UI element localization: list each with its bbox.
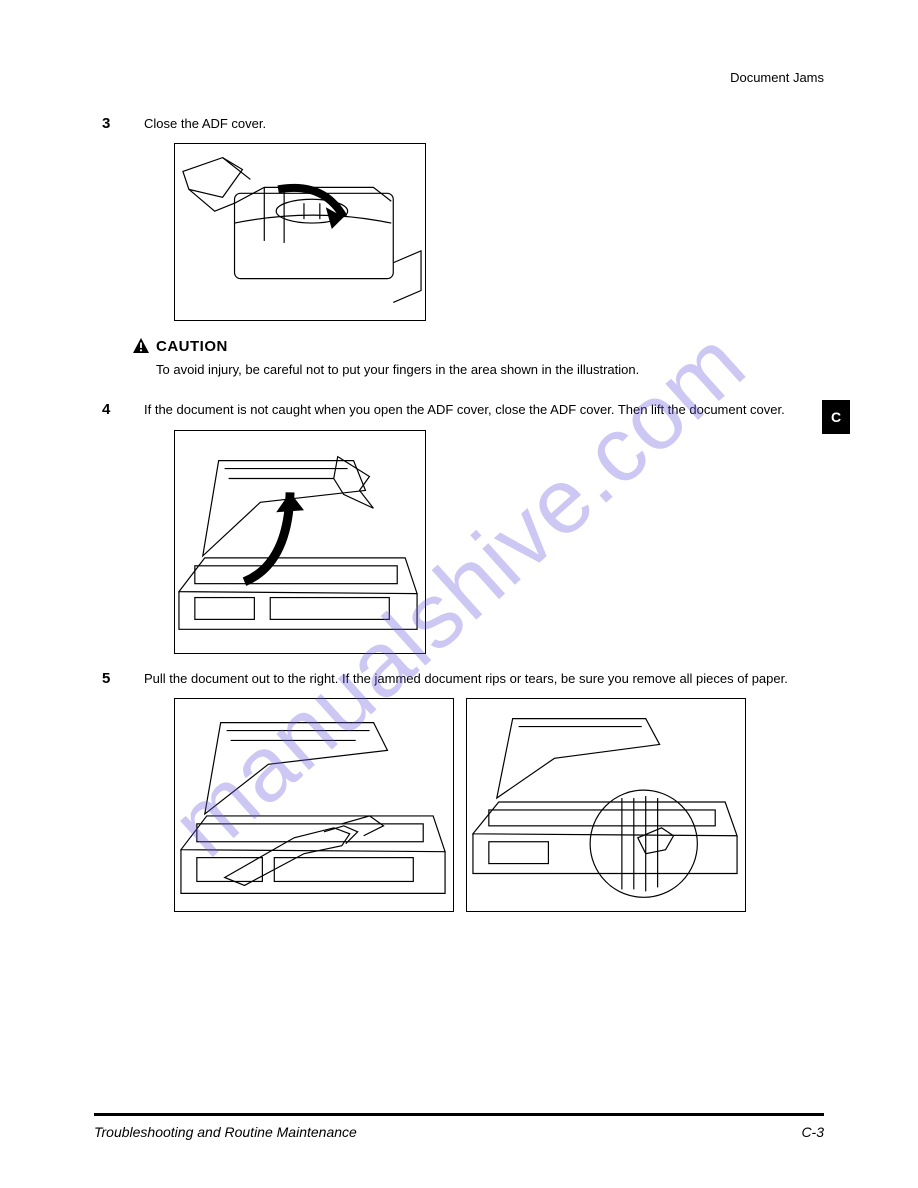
- figure-2-wrap: [174, 430, 824, 654]
- page-number: C-3: [801, 1124, 824, 1140]
- section-tab: C: [822, 400, 850, 434]
- step-3: 3 Close the ADF cover.: [94, 115, 824, 133]
- step-number: 4: [94, 401, 144, 418]
- step-5: 5 Pull the document out to the right. If…: [94, 670, 824, 688]
- caution-title: CAUTION: [156, 338, 228, 355]
- page-container: Document Jams 3 Close the ADF cover.: [0, 0, 918, 1188]
- step-number: 5: [94, 670, 144, 687]
- figure-3: [174, 698, 454, 912]
- step-3-text: Close the ADF cover.: [144, 115, 824, 133]
- caution-head: CAUTION: [132, 337, 824, 355]
- tab-label: C: [831, 409, 841, 425]
- footer-row: Troubleshooting and Routine Maintenance …: [94, 1124, 824, 1140]
- figure-4: [466, 698, 746, 912]
- figure-1-wrap: [174, 143, 824, 321]
- caution-text: To avoid injury, be careful not to put y…: [156, 361, 824, 379]
- footer-rule: [94, 1113, 824, 1116]
- caution-block: CAUTION To avoid injury, be careful not …: [132, 337, 824, 379]
- step-4-text: If the document is not caught when you o…: [144, 401, 824, 419]
- page-section-title: Document Jams: [94, 70, 824, 85]
- step-5-text: Pull the document out to the right. If t…: [144, 670, 824, 688]
- figure-1: [174, 143, 426, 321]
- warning-icon: [132, 337, 150, 355]
- pull-document-illustration: [175, 698, 453, 912]
- footer-section-title: Troubleshooting and Routine Maintenance: [94, 1124, 357, 1140]
- figure-2: [174, 430, 426, 654]
- detail-illustration: [467, 698, 745, 912]
- step-5-num: 5: [102, 670, 110, 687]
- adf-close-illustration: [175, 143, 425, 321]
- step-number: 3: [94, 115, 144, 132]
- page-footer: Troubleshooting and Routine Maintenance …: [94, 1113, 824, 1140]
- figure-3-4-wrap: [174, 698, 824, 912]
- step-4: 4 If the document is not caught when you…: [94, 401, 824, 419]
- step-4-num: 4: [102, 401, 110, 418]
- figure-row: [174, 698, 824, 912]
- step-3-num: 3: [102, 115, 110, 132]
- lift-cover-illustration: [175, 430, 425, 654]
